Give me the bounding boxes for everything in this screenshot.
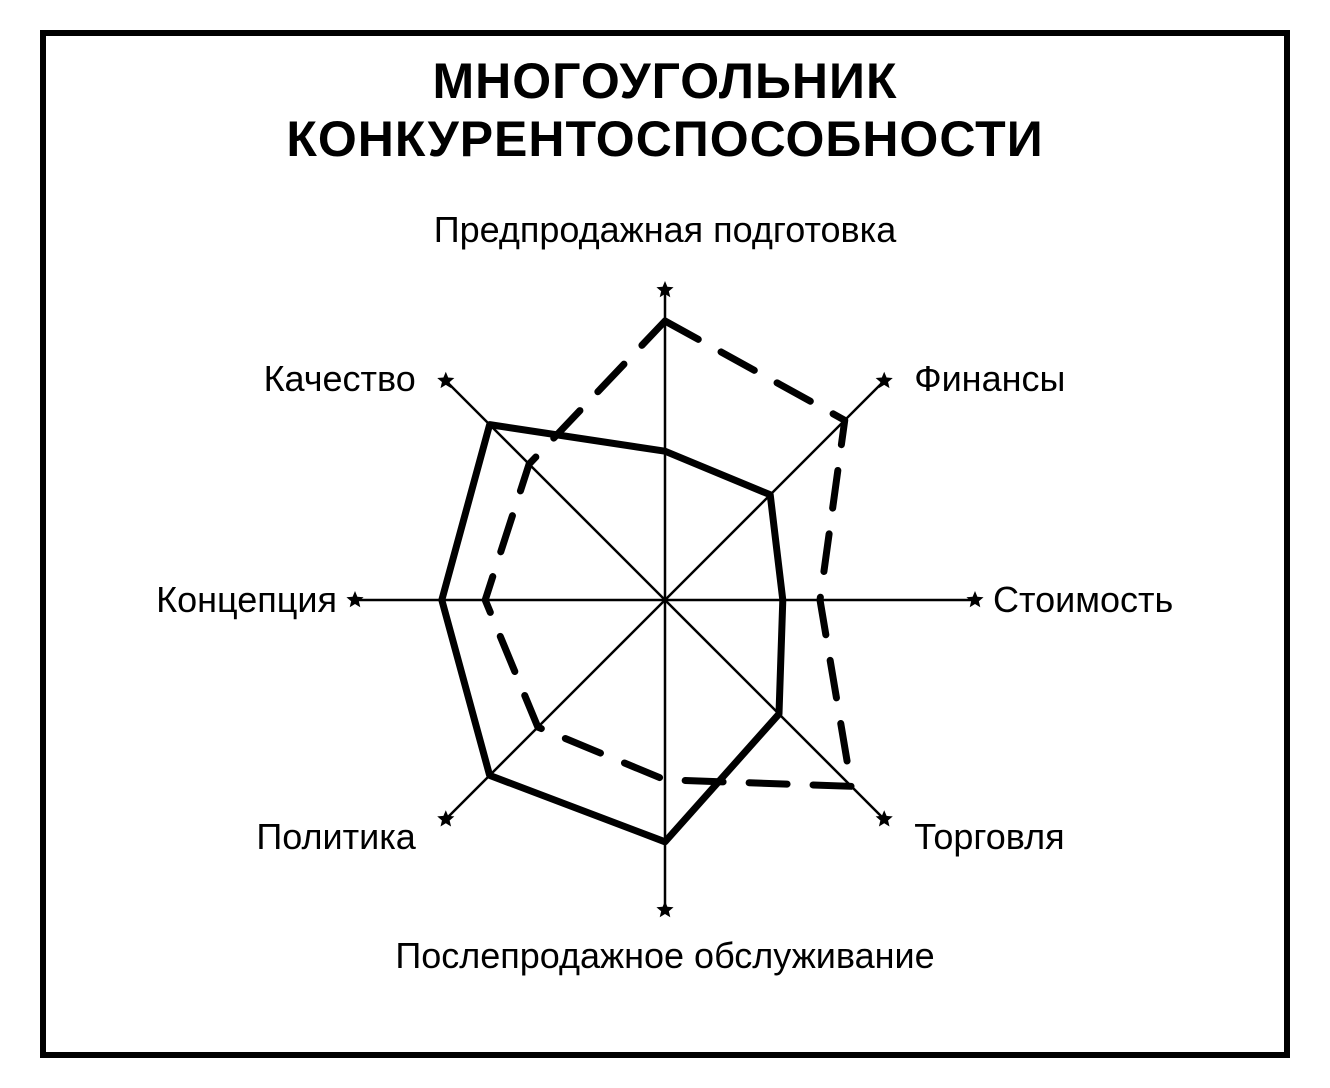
star-icon	[966, 591, 983, 607]
radar-chart: Предпродажная подготовка Финансы Стоимость…	[115, 190, 1215, 1010]
chart-title-line-2: КОНКУРЕНТОСПОСОБНОСТИ	[0, 110, 1330, 168]
axis-label-politics: Политика	[256, 816, 416, 857]
axis-politics	[446, 600, 665, 819]
axis-label-trade: Торговля	[914, 816, 1064, 857]
axis-label-finance: Финансы	[914, 358, 1065, 399]
series-dashed	[485, 321, 851, 786]
axis-finance	[665, 381, 884, 600]
chart-title: МНОГОУГОЛЬНИК КОНКУРЕНТОСПОСОБНОСТИ	[0, 52, 1330, 168]
star-icon	[346, 591, 363, 607]
axis-label-cost: Стоимость	[993, 579, 1173, 620]
axis-label-postsale: Послепродажное обслуживание	[395, 935, 934, 976]
star-icon	[656, 901, 673, 917]
axis-label-concept: Концепция	[156, 579, 337, 620]
axis-quality	[446, 381, 665, 600]
chart-title-line-1: МНОГОУГОЛЬНИК	[0, 52, 1330, 110]
series-solid	[442, 425, 783, 842]
axis-label-presale: Предпродажная подготовка	[434, 209, 897, 250]
radar-svg: Предпродажная подготовка Финансы Стоимость…	[115, 190, 1215, 1010]
axis-label-quality: Качество	[264, 358, 416, 399]
